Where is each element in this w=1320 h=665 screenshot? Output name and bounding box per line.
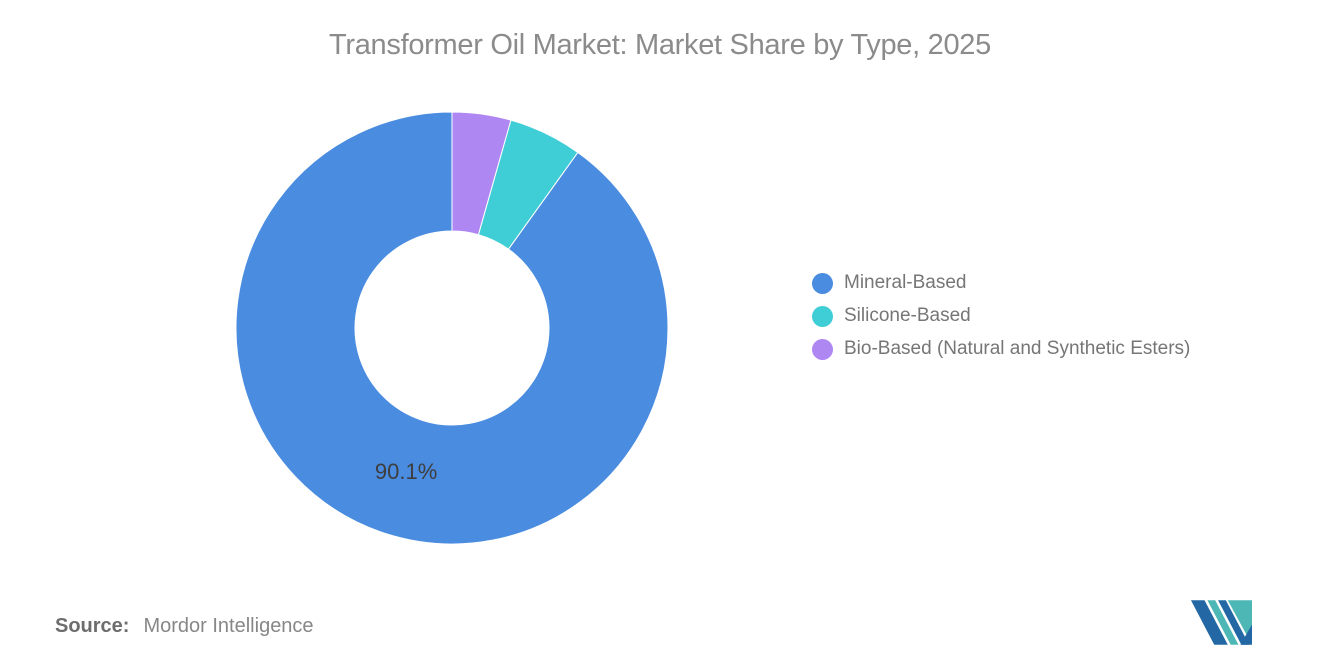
legend-label: Silicone-Based [844, 305, 971, 326]
source-label: Source: [55, 615, 130, 637]
pie-slice-mineral-based [235, 111, 669, 545]
source-line: Source: Mordor Intelligence [55, 615, 314, 638]
source-value: Mordor Intelligence [143, 615, 314, 637]
legend-label: Bio-Based (Natural and Synthetic Esters) [844, 338, 1191, 359]
donut-chart-svg: 90.1% [235, 111, 669, 545]
chart-title: Transformer Oil Market: Market Share by … [329, 29, 991, 61]
slice-data-label: 90.1% [375, 459, 437, 484]
legend-swatch-bio-based [812, 338, 833, 360]
legend-item-mineral-based: Mineral-Based [812, 272, 1190, 294]
logo-m-mark [1190, 600, 1252, 645]
chart-legend: Mineral-Based Silicone-Based Bio-Based (… [812, 272, 1190, 371]
donut-chart: 90.1% [232, 108, 672, 548]
mordor-intelligence-logo [1190, 600, 1252, 645]
legend-swatch-mineral-based [812, 272, 833, 294]
legend-item-bio-based: Bio-Based (Natural and Synthetic Esters) [812, 338, 1190, 360]
legend-label: Mineral-Based [844, 272, 967, 293]
legend-swatch-silicone-based [812, 305, 833, 327]
legend-item-silicone-based: Silicone-Based [812, 305, 1190, 327]
